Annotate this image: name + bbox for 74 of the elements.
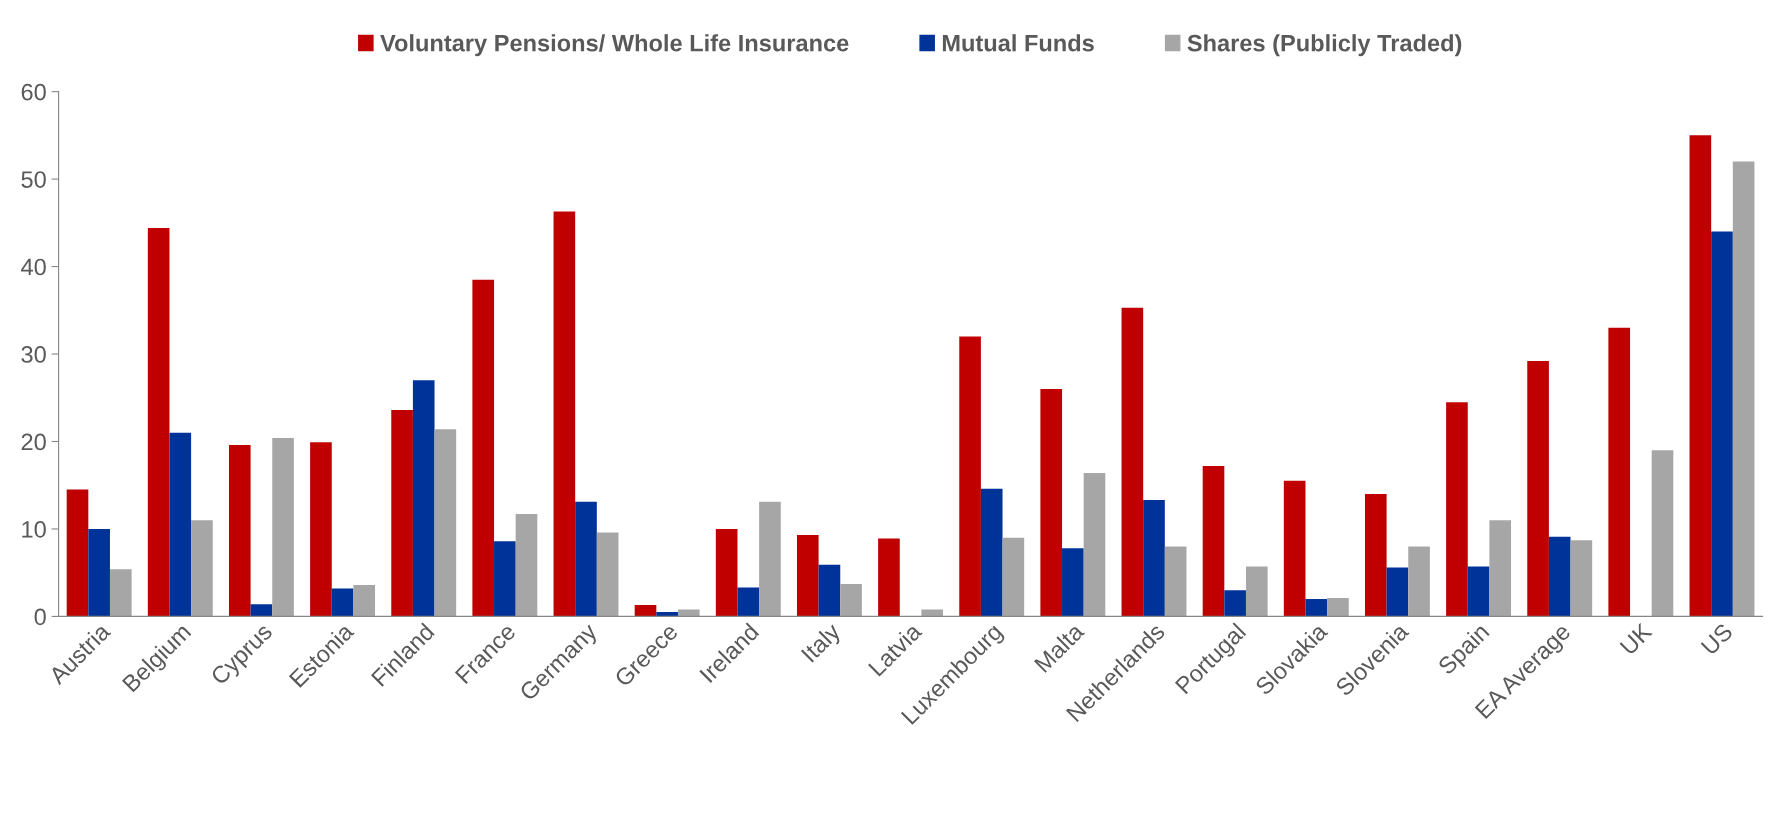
bar (310, 442, 332, 617)
bar (677, 609, 700, 617)
bar (412, 380, 435, 617)
bar (250, 604, 273, 617)
bar (515, 514, 538, 617)
bar (109, 569, 132, 617)
bar (147, 228, 170, 617)
bar (391, 410, 413, 617)
bar (228, 444, 251, 617)
bar (1164, 546, 1187, 617)
legend-label: Voluntary Pensions/ Whole Life Insurance (380, 34, 849, 57)
bar (1732, 161, 1755, 617)
x-tick-label: UK (1619, 622, 1653, 656)
bar (434, 429, 457, 617)
x-tick-label: US (1700, 622, 1734, 656)
y-tick-label: 0 (34, 608, 46, 626)
bar (1446, 402, 1468, 617)
bar (88, 528, 110, 617)
bar (737, 587, 760, 617)
bar (656, 612, 678, 617)
bar (1651, 450, 1674, 617)
y-tick-label: 30 (21, 346, 46, 363)
bar (980, 488, 1003, 617)
bar (840, 584, 862, 617)
bar (878, 538, 900, 617)
y-tick-label: 60 (21, 83, 46, 101)
bar (494, 541, 516, 617)
bar (66, 489, 89, 617)
x-tick-label: Italy (800, 621, 845, 666)
bar (1467, 566, 1490, 617)
bar (191, 520, 213, 617)
bar (1364, 493, 1387, 617)
legend-label: Shares (Publicly Traded) (1187, 34, 1462, 57)
bar (1527, 361, 1549, 617)
bar (169, 432, 192, 617)
bar (1121, 307, 1144, 617)
bar (1283, 480, 1306, 617)
bar (353, 584, 376, 617)
bar (1245, 566, 1268, 617)
bar (1202, 465, 1225, 617)
bar (921, 609, 944, 617)
bar (553, 211, 576, 617)
bar (1002, 537, 1025, 617)
bar (634, 605, 657, 617)
bar (1489, 520, 1512, 617)
bar (1408, 546, 1430, 617)
y-tick-label: 20 (21, 433, 46, 451)
bar (759, 501, 781, 617)
bar (1224, 590, 1246, 617)
bar (331, 588, 354, 617)
bar (796, 535, 819, 617)
bar (272, 437, 294, 617)
y-tick-label: 50 (21, 171, 46, 188)
bar (1548, 536, 1571, 617)
bar (818, 564, 841, 617)
legend-label: Mutual Funds (942, 34, 1094, 52)
y-tick-label: 40 (21, 258, 46, 276)
bar (1305, 598, 1328, 617)
bar (1608, 327, 1631, 617)
bar (575, 501, 597, 617)
bar (472, 279, 495, 617)
bar (1711, 231, 1733, 617)
bar (715, 528, 738, 617)
y-tick-label: 10 (22, 521, 46, 538)
bar (1062, 548, 1084, 617)
bar (1327, 598, 1349, 617)
bar (1689, 135, 1712, 617)
bar (1386, 567, 1409, 617)
bar (596, 532, 619, 617)
bar (1083, 472, 1106, 617)
bar (1570, 540, 1593, 617)
bar (1143, 500, 1165, 617)
bar (959, 336, 981, 617)
bar (1040, 389, 1063, 617)
